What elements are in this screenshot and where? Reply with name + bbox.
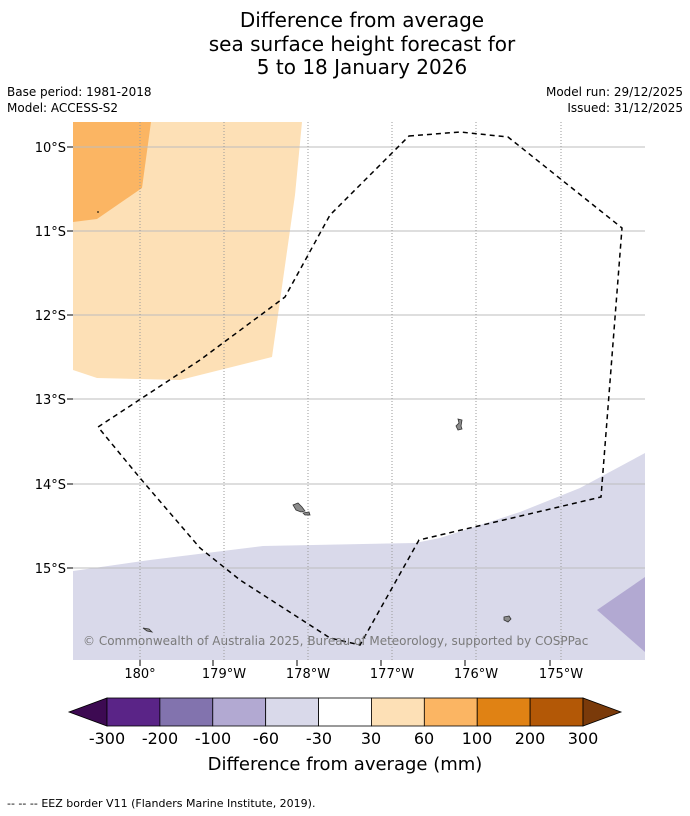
islet-marker [97, 211, 99, 213]
footer-legend: -- -- -- EEZ border V11 (Flanders Marine… [7, 797, 315, 810]
lon-label: 179°W [202, 667, 246, 682]
anomaly-region-neg-100-60 [597, 577, 645, 652]
lon-label: 177°W [370, 667, 414, 682]
colorbar: -300 -200 -100 -60 -30 30 60 100 200 300… [67, 697, 623, 775]
colorbar-tick-label: 200 [515, 729, 546, 748]
meta-right: Model run: 29/12/2025 Issued: 31/12/2025 [546, 84, 683, 116]
colorbar-tick-label: -200 [142, 729, 178, 748]
lat-label: 15°S [35, 562, 66, 577]
colorbar-tick-label: 300 [568, 729, 599, 748]
anomaly-region-neg-60-30 [73, 453, 645, 660]
colorbar-tick-label: -30 [306, 729, 332, 748]
chart-title: Difference from average sea surface heig… [0, 8, 690, 80]
island-wallis [292, 502, 306, 513]
copyright-text: © Commonwealth of Australia 2025, Bureau… [83, 634, 588, 648]
colorbar-tick-label: -60 [253, 729, 279, 748]
colorbar-bin [106, 697, 161, 727]
eez-border [96, 131, 623, 646]
lon-axis: 180° 179°W 178°W 177°W 176°W 175°W [124, 660, 583, 682]
colorbar-bin [476, 697, 531, 727]
lat-label: 11°S [35, 225, 66, 240]
colorbar-tick-label: -300 [89, 729, 125, 748]
lat-label: 12°S [35, 309, 66, 324]
colorbar-over-arrow [582, 697, 623, 727]
title-line-2: sea surface height forecast for [208, 31, 516, 56]
lat-axis: 10°S 11°S 12°S 13°S 14°S 15°S [35, 141, 73, 577]
eez-legend-symbol: -- -- -- [7, 797, 38, 810]
colorbar-bin [423, 697, 478, 727]
lon-label: 180° [124, 667, 155, 682]
colorbar-title: Difference from average (mm) [208, 754, 483, 775]
island-niuatoputapu [503, 615, 512, 623]
title-line-3: 5 to 18 January 2026 [256, 55, 468, 79]
map-area [73, 122, 645, 660]
islands [142, 418, 512, 633]
colorbar-bin [212, 697, 267, 727]
lat-label: 10°S [35, 141, 66, 156]
colorbar-bin [529, 697, 584, 727]
colorbar-bin [318, 697, 372, 727]
island-wallis-islet [302, 511, 311, 516]
issued-label: Issued: 31/12/2025 [567, 101, 683, 115]
lat-label: 13°S [35, 393, 66, 408]
island-niuafoou [455, 418, 463, 431]
lon-label: 175°W [539, 667, 583, 682]
base-period-label: Base period: 1981-2018 [7, 85, 152, 99]
lat-gridlines [73, 146, 645, 569]
lat-label: 14°S [35, 478, 66, 493]
colorbar-bin [159, 697, 214, 727]
colorbar-tick-label: 100 [462, 729, 493, 748]
colorbar-bin [265, 697, 319, 727]
colorbar-bin [371, 697, 425, 727]
colorbar-tick-label: -100 [195, 729, 231, 748]
colorbar-tick-label: 30 [361, 729, 381, 748]
meta-left: Base period: 1981-2018 Model: ACCESS-S2 [7, 84, 152, 116]
model-run-label: Model run: 29/12/2025 [545, 85, 683, 99]
colorbar-bins [106, 697, 584, 727]
title-line-1: Difference from average [239, 8, 485, 32]
eez-legend-text: EEZ border V11 (Flanders Marine Institut… [41, 797, 316, 810]
island-futuna-edge [142, 627, 154, 633]
colorbar-labels: -300 -200 -100 -60 -30 30 60 100 200 300 [89, 729, 598, 748]
colorbar-tick-label: 60 [414, 729, 434, 748]
lon-label: 178°W [286, 667, 330, 682]
colorbar-under-arrow [67, 697, 108, 727]
model-label: Model: ACCESS-S2 [7, 101, 119, 115]
lon-label: 176°W [454, 667, 498, 682]
